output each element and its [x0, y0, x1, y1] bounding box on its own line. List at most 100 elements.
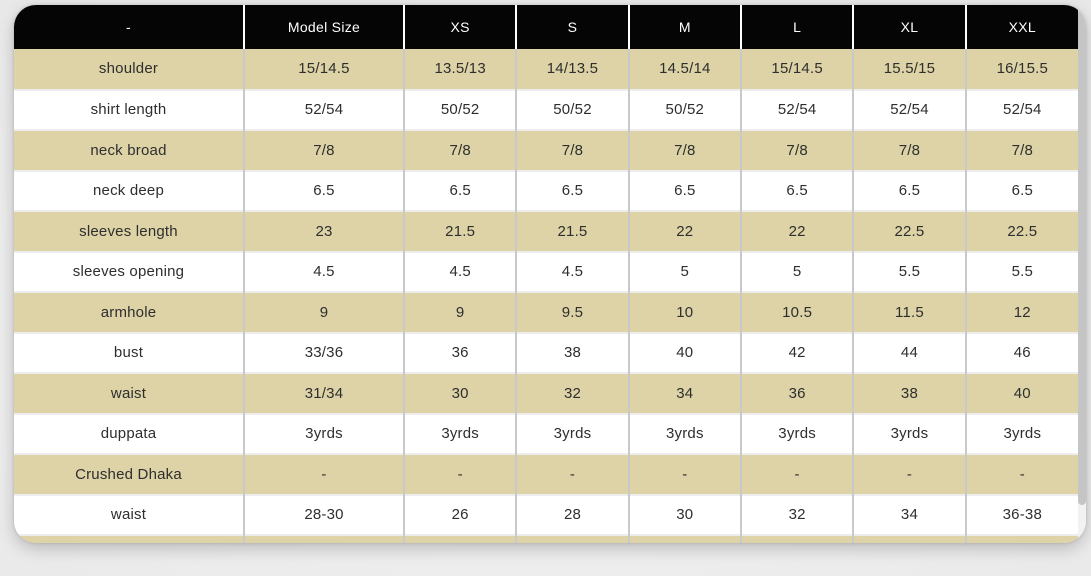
cell: 3yrds [853, 412, 967, 454]
cell [244, 534, 405, 543]
cell: 36 [404, 331, 518, 373]
cell: - [404, 453, 518, 495]
cell: 28 [516, 493, 630, 535]
cell: 3yrds [965, 412, 1078, 454]
cell: 15.5/15 [853, 49, 967, 90]
table-row: bust 33/36 36 38 40 42 44 46 [14, 331, 1078, 373]
cell: 33/36 [244, 331, 405, 373]
cell: 26 [404, 493, 518, 535]
table-row: sleeves length 23 21.5 21.5 22 22 22.5 22.5 [14, 210, 1078, 252]
row-label: shirt length [14, 88, 245, 130]
cell: 22 [628, 210, 742, 252]
cell: 22.5 [965, 210, 1078, 252]
cell [404, 534, 518, 543]
cell: 6.5 [853, 169, 967, 211]
cell: 36-38 [965, 493, 1078, 535]
cell: 22 [740, 210, 855, 252]
table-row-clipped [14, 534, 1078, 543]
cell: 5.5 [853, 250, 967, 292]
cell: 31/34 [244, 372, 405, 414]
cell: 52/54 [965, 88, 1078, 130]
cell [853, 534, 967, 543]
cell: 50/52 [628, 88, 742, 130]
row-label: neck deep [14, 169, 245, 211]
row-label: sleeves length [14, 210, 245, 252]
row-label: bust [14, 331, 245, 373]
row-label: armhole [14, 291, 245, 333]
size-chart-card: - Model Size XS S M L XL XXL shoulder 15/14.5 13.… [14, 5, 1086, 543]
cell: 38 [516, 331, 630, 373]
cell: 16/15.5 [965, 49, 1078, 90]
cell: 5 [740, 250, 855, 292]
table-body: shoulder 15/14.5 13.5/13 14/13.5 14.5/14 15/1… [14, 49, 1078, 543]
cell: 7/8 [404, 129, 518, 171]
cell: 52/54 [244, 88, 405, 130]
cell: 50/52 [404, 88, 518, 130]
cell: 9.5 [516, 291, 630, 333]
cell: 38 [853, 372, 967, 414]
cell: 14.5/14 [628, 49, 742, 90]
table-row: sleeves opening 4.5 4.5 4.5 5 5 5.5 5.5 [14, 250, 1078, 292]
cell: 7/8 [853, 129, 967, 171]
table-header: - Model Size XS S M L XL XXL [14, 5, 1078, 49]
cell: 21.5 [516, 210, 630, 252]
cell: 42 [740, 331, 855, 373]
cell: - [628, 453, 742, 495]
row-label [14, 534, 245, 543]
cell: 6.5 [628, 169, 742, 211]
scrollbar-thumb[interactable] [1078, 9, 1086, 505]
cell: 28-30 [244, 493, 405, 535]
cell: 7/8 [740, 129, 855, 171]
cell: 6.5 [516, 169, 630, 211]
table-row: duppata 3yrds 3yrds 3yrds 3yrds 3yrds 3yrds 3yr… [14, 412, 1078, 454]
table-row: neck deep 6.5 6.5 6.5 6.5 6.5 6.5 6.5 [14, 169, 1078, 211]
cell: 15/14.5 [740, 49, 855, 90]
cell: - [516, 453, 630, 495]
table-row: neck broad 7/8 7/8 7/8 7/8 7/8 7/8 7/8 [14, 129, 1078, 171]
cell [965, 534, 1078, 543]
table-row: shirt length 52/54 50/52 50/52 50/52 52/54 52/… [14, 88, 1078, 130]
column-header-model-size: Model Size [244, 5, 405, 49]
cell: 52/54 [853, 88, 967, 130]
cell: 52/54 [740, 88, 855, 130]
cell: 30 [628, 493, 742, 535]
vertical-scrollbar[interactable] [1078, 5, 1086, 543]
size-chart-table: - Model Size XS S M L XL XXL shoulder 15/14.5 13.… [14, 5, 1078, 543]
table-row: Crushed Dhaka - - - - - - - [14, 453, 1078, 495]
cell: 32 [740, 493, 855, 535]
column-header-blank: - [14, 5, 245, 49]
cell: 4.5 [516, 250, 630, 292]
cell: 3yrds [628, 412, 742, 454]
column-header-s: S [516, 5, 630, 49]
cell: 21.5 [404, 210, 518, 252]
cell: 10.5 [740, 291, 855, 333]
table-row: armhole 9 9 9.5 10 10.5 11.5 12 [14, 291, 1078, 333]
row-label: neck broad [14, 129, 245, 171]
cell: 10 [628, 291, 742, 333]
column-header-xl: XL [853, 5, 967, 49]
cell: 44 [853, 331, 967, 373]
row-label: Crushed Dhaka [14, 453, 245, 495]
header-row: - Model Size XS S M L XL XXL [14, 5, 1078, 49]
cell [740, 534, 855, 543]
cell: 5.5 [965, 250, 1078, 292]
cell: 12 [965, 291, 1078, 333]
cell: - [853, 453, 967, 495]
cell: 7/8 [516, 129, 630, 171]
cell: 11.5 [853, 291, 967, 333]
cell: 34 [853, 493, 967, 535]
cell: 6.5 [404, 169, 518, 211]
cell: 14/13.5 [516, 49, 630, 90]
cell: 22.5 [853, 210, 967, 252]
cell: 6.5 [740, 169, 855, 211]
cell: 7/8 [244, 129, 405, 171]
cell: 46 [965, 331, 1078, 373]
cell: 13.5/13 [404, 49, 518, 90]
cell: 5 [628, 250, 742, 292]
cell [516, 534, 630, 543]
cell: 40 [965, 372, 1078, 414]
row-label: waist [14, 372, 245, 414]
cell: 50/52 [516, 88, 630, 130]
table-row: waist 31/34 30 32 34 36 38 40 [14, 372, 1078, 414]
cell: 7/8 [628, 129, 742, 171]
